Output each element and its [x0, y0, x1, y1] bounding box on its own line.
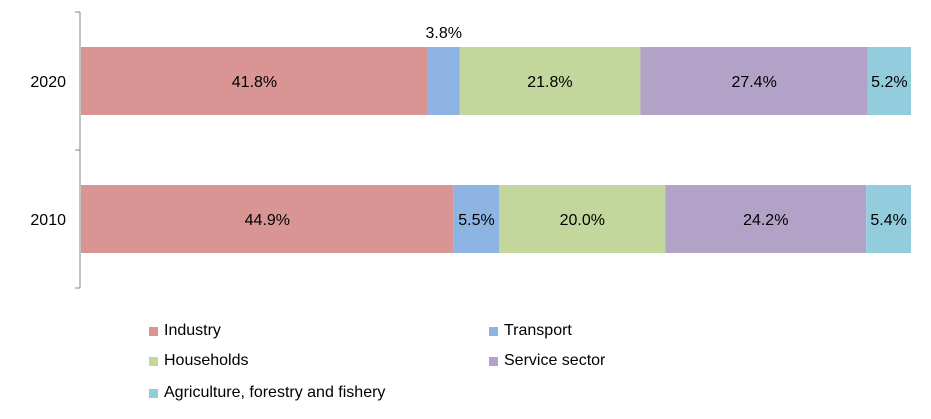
data-label: 3.8% — [425, 25, 461, 42]
bar-segment — [866, 185, 911, 253]
bar-segment — [459, 47, 641, 115]
stacked-bar-chart: 2020 2010 41.8% 3.8% 21.8% 27.4% 5.2% 44.9% 5.5%… — [30, 11, 911, 289]
legend-swatch — [149, 326, 158, 336]
legend-item-agriculture: Agriculture, forestry and fishery — [149, 384, 385, 402]
data-label: 5.5% — [458, 212, 494, 229]
bar-segment — [867, 47, 911, 115]
legend-item-households: Households — [149, 352, 249, 370]
category-label: 2010 — [30, 212, 66, 229]
legend-swatch — [149, 356, 158, 366]
data-label: 24.2% — [743, 212, 788, 229]
data-label: 21.8% — [527, 74, 572, 91]
bar-segment — [499, 185, 666, 253]
legend-label: Households — [164, 352, 249, 369]
bar-segment — [640, 47, 868, 115]
category-label: 2020 — [30, 74, 66, 91]
legend-swatch — [489, 326, 498, 336]
bar-segment — [427, 47, 460, 115]
bar-segment — [81, 47, 428, 115]
data-label: 5.2% — [871, 74, 907, 91]
legend-label: Service sector — [504, 352, 606, 369]
label-group: 2020 2010 41.8% 3.8% 21.8% 27.4% 5.2% 44.9% 5.5%… — [30, 25, 907, 229]
legend-label: Transport — [504, 322, 572, 339]
data-label: 20.0% — [560, 212, 605, 229]
legend-swatch — [149, 388, 158, 398]
data-label: 44.9% — [245, 212, 290, 229]
legend-label: Industry — [164, 322, 221, 339]
data-label: 41.8% — [232, 74, 277, 91]
legend-item-industry: Industry — [149, 322, 221, 340]
data-label: 27.4% — [731, 74, 776, 91]
bar-group — [81, 47, 911, 253]
bar-segment — [453, 185, 500, 253]
data-label: 5.4% — [870, 212, 906, 229]
legend-swatch — [489, 356, 498, 366]
bar-segment — [665, 185, 867, 253]
bar-segment — [81, 185, 454, 253]
legend-label: Agriculture, forestry and fishery — [164, 384, 386, 401]
legend-item-service-sector: Service sector — [489, 352, 605, 370]
legend-item-transport: Transport — [489, 322, 572, 340]
